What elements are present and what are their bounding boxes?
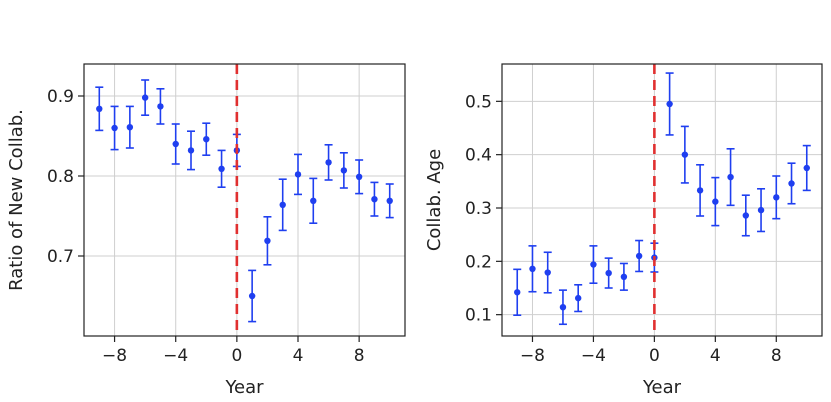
data-point	[355, 173, 363, 180]
data-point	[187, 147, 195, 154]
y-tick-label: 0.3	[465, 199, 492, 219]
data-point	[203, 136, 210, 143]
data-point	[172, 140, 179, 148]
x-tick-label: −8	[520, 346, 545, 366]
x-tick-label: −8	[102, 346, 127, 366]
data-point	[742, 212, 750, 219]
data-point	[126, 124, 134, 131]
data-point	[325, 159, 332, 166]
data-point	[264, 237, 271, 244]
data-point	[788, 180, 795, 187]
x-axis-label: Year	[642, 377, 682, 398]
data-point	[696, 187, 704, 194]
y-tick-label: 0.1	[465, 306, 492, 326]
data-point	[773, 194, 780, 201]
data-point	[803, 164, 810, 172]
subplot-1: −8 −4 0 4 8 0.7 0.8 0.9 Year Ratio of New Collab.	[6, 63, 406, 398]
y-tick-label: 0.2	[465, 252, 492, 272]
y-tick-label: 0.8	[47, 167, 74, 187]
plot-frame	[501, 63, 823, 337]
data-point	[574, 294, 582, 302]
data-point	[635, 252, 643, 260]
x-tick-label: 8	[771, 346, 782, 366]
data-point	[371, 196, 378, 203]
data-point	[620, 273, 628, 280]
x-tick-label: 0	[231, 346, 242, 366]
data-point	[96, 105, 103, 113]
data-point	[294, 171, 302, 178]
y-tick-label: 0.9	[47, 87, 74, 107]
x-tick-label: −4	[163, 346, 188, 366]
y-tick-label: 0.4	[465, 146, 492, 166]
x-tick-label: 4	[710, 346, 721, 366]
y-axis-label: Collab. Age	[424, 149, 445, 251]
data-point	[559, 304, 567, 311]
data-point	[590, 261, 597, 268]
data-point	[386, 197, 393, 204]
data-point	[218, 165, 225, 172]
data-point	[666, 100, 673, 108]
y-tick-label: 0.7	[47, 247, 74, 267]
data-point	[279, 201, 286, 208]
data-point	[157, 103, 164, 110]
data-point	[681, 151, 689, 158]
data-point	[514, 289, 521, 296]
data-point	[544, 269, 551, 276]
data-point	[340, 167, 348, 174]
x-tick-label: 4	[293, 346, 304, 366]
y-axis-label: Ratio of New Collab.	[6, 109, 27, 291]
x-tick-label: −4	[581, 346, 606, 366]
data-point	[529, 265, 536, 272]
data-point	[141, 94, 149, 101]
y-tick-label: 0.5	[465, 92, 492, 112]
data-point	[111, 124, 118, 132]
plot-frame	[83, 63, 406, 337]
x-axis-label: Year	[224, 377, 264, 398]
data-point	[310, 197, 317, 204]
data-point	[605, 269, 612, 277]
x-tick-label: 8	[354, 346, 365, 366]
data-point	[248, 292, 256, 300]
data-point	[712, 198, 719, 205]
data-point	[727, 173, 734, 181]
subplot-2: −8 −4 0 4 8 0.1 0.2 0.3 0.4 0.5 Year Collab. Age	[424, 63, 823, 398]
x-tick-label: 0	[649, 346, 660, 366]
data-point	[757, 206, 765, 214]
